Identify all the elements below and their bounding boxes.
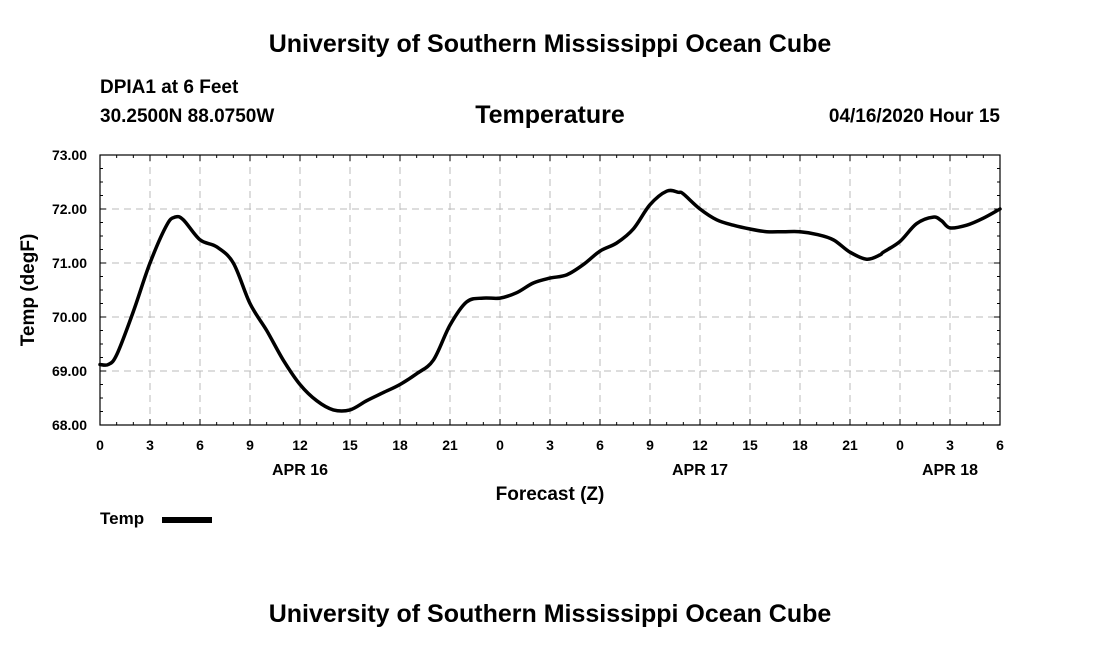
x-tick-label: 18 [792, 437, 808, 453]
x-tick-label: 18 [392, 437, 408, 453]
date-label: APR 18 [922, 462, 978, 479]
y-tick-label: 73.00 [52, 147, 87, 163]
x-tick-label: 3 [946, 437, 954, 453]
x-tick-label: 9 [646, 437, 654, 453]
x-tick-label: 21 [842, 437, 858, 453]
top-title: University of Southern Mississippi Ocean… [268, 30, 832, 58]
x-tick-label: 0 [896, 437, 904, 453]
bottom-title: University of Southern Mississippi Ocean… [268, 600, 832, 628]
x-tick-label: 6 [196, 437, 204, 453]
y-tick-label: 71.00 [52, 255, 87, 271]
date-label: APR 17 [672, 462, 728, 479]
datetime-label: 04/16/2020 Hour 15 [828, 106, 1000, 127]
x-tick-label: 12 [692, 437, 708, 453]
x-tick-label: 3 [546, 437, 554, 453]
legend-label: Temp [100, 509, 145, 528]
x-tick-label: 12 [292, 437, 308, 453]
chart-title: Temperature [475, 101, 625, 129]
x-tick-label: 6 [596, 437, 604, 453]
station-label: DPIA1 at 6 Feet [100, 77, 239, 98]
x-tick-label: 3 [146, 437, 154, 453]
x-axis-label: Forecast (Z) [496, 484, 605, 505]
x-tick-label: 15 [742, 437, 758, 453]
x-tick-label: 15 [342, 437, 358, 453]
x-tick-label: 0 [496, 437, 504, 453]
series-line-temp [98, 188, 1002, 413]
coordinates-label: 30.2500N 88.0750W [100, 106, 275, 127]
x-tick-label: 9 [246, 437, 254, 453]
y-tick-label: 70.00 [52, 309, 87, 325]
x-tick-label: 6 [996, 437, 1004, 453]
x-tick-label: 0 [96, 437, 104, 453]
y-tick-label: 72.00 [52, 201, 87, 217]
y-axis-label: Temp (degF) [18, 234, 39, 347]
date-label: APR 16 [272, 462, 328, 479]
y-tick-label: 68.00 [52, 417, 87, 433]
y-tick-label: 69.00 [52, 363, 87, 379]
x-tick-label: 21 [442, 437, 458, 453]
legend-swatch [162, 517, 212, 523]
